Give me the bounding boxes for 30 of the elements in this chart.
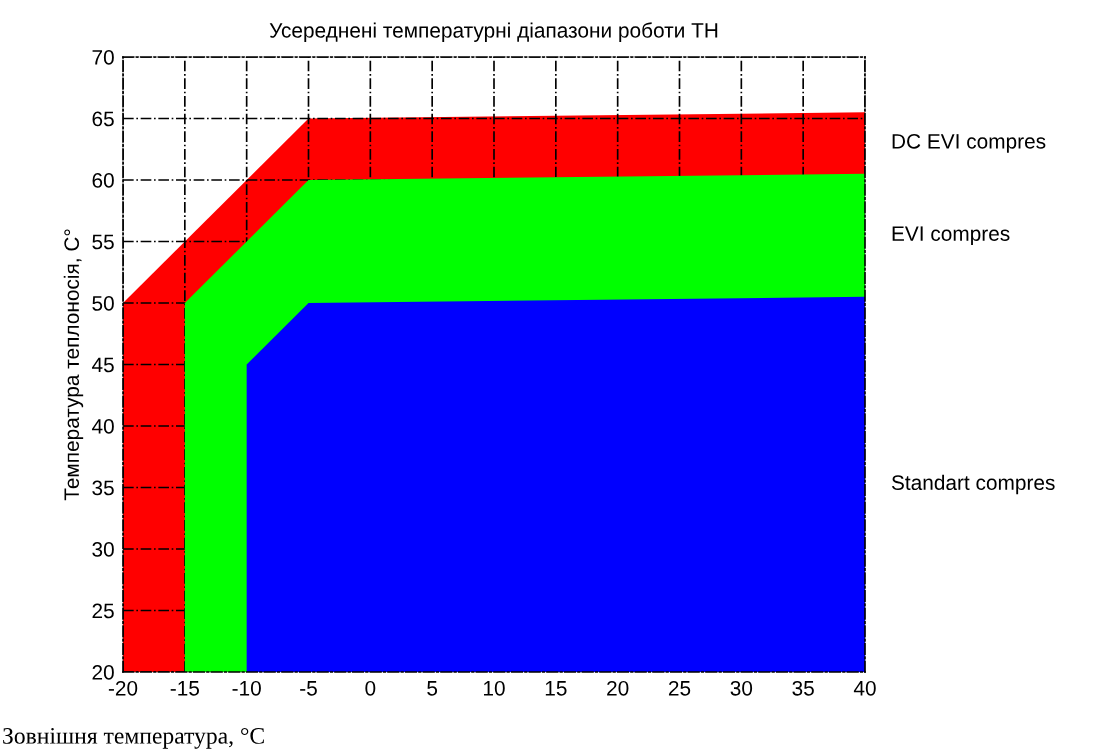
x-tick-label: 10 [484,680,505,696]
y-tick-label: 30 [92,542,114,557]
x-axis-title: Зовнішня температура, °С [3,727,264,749]
series-label: DC EVI compres [892,133,1046,153]
x-tick-label: 20 [607,680,629,696]
x-tick-label: 30 [730,680,753,696]
series-label: Standart compres [891,474,1055,495]
x-tick-label: 15 [545,681,567,696]
x-tick-label: -15 [170,681,200,696]
x-tick-label: 35 [792,680,814,696]
x-tick-label: 5 [427,681,438,696]
y-tick-label: 50 [92,296,114,311]
x-tick-label: -10 [232,680,261,696]
y-tick-label: 65 [92,111,114,127]
x-tick-label: 0 [365,680,376,696]
x-tick-label: -20 [108,680,138,696]
y-tick-label: 60 [92,173,114,188]
y-tick-label: 55 [92,234,114,250]
x-tick-label: 25 [668,680,691,696]
chart-title: Усереднені температурні діапазони роботи ТН [269,22,718,42]
y-axis-title: Температура теплоносія, С° [63,229,84,501]
x-tick-label: 40 [853,680,876,696]
x-tick-label: -5 [300,681,317,696]
y-tick-label: 40 [91,419,114,434]
y-tick-label: 70 [92,50,114,65]
y-tick-label: 45 [91,357,114,373]
y-tick-label: 25 [92,603,114,619]
y-tick-label: 35 [92,480,114,496]
y-tick-label: 20 [92,665,114,680]
series-label: EVI compres [892,226,1010,246]
